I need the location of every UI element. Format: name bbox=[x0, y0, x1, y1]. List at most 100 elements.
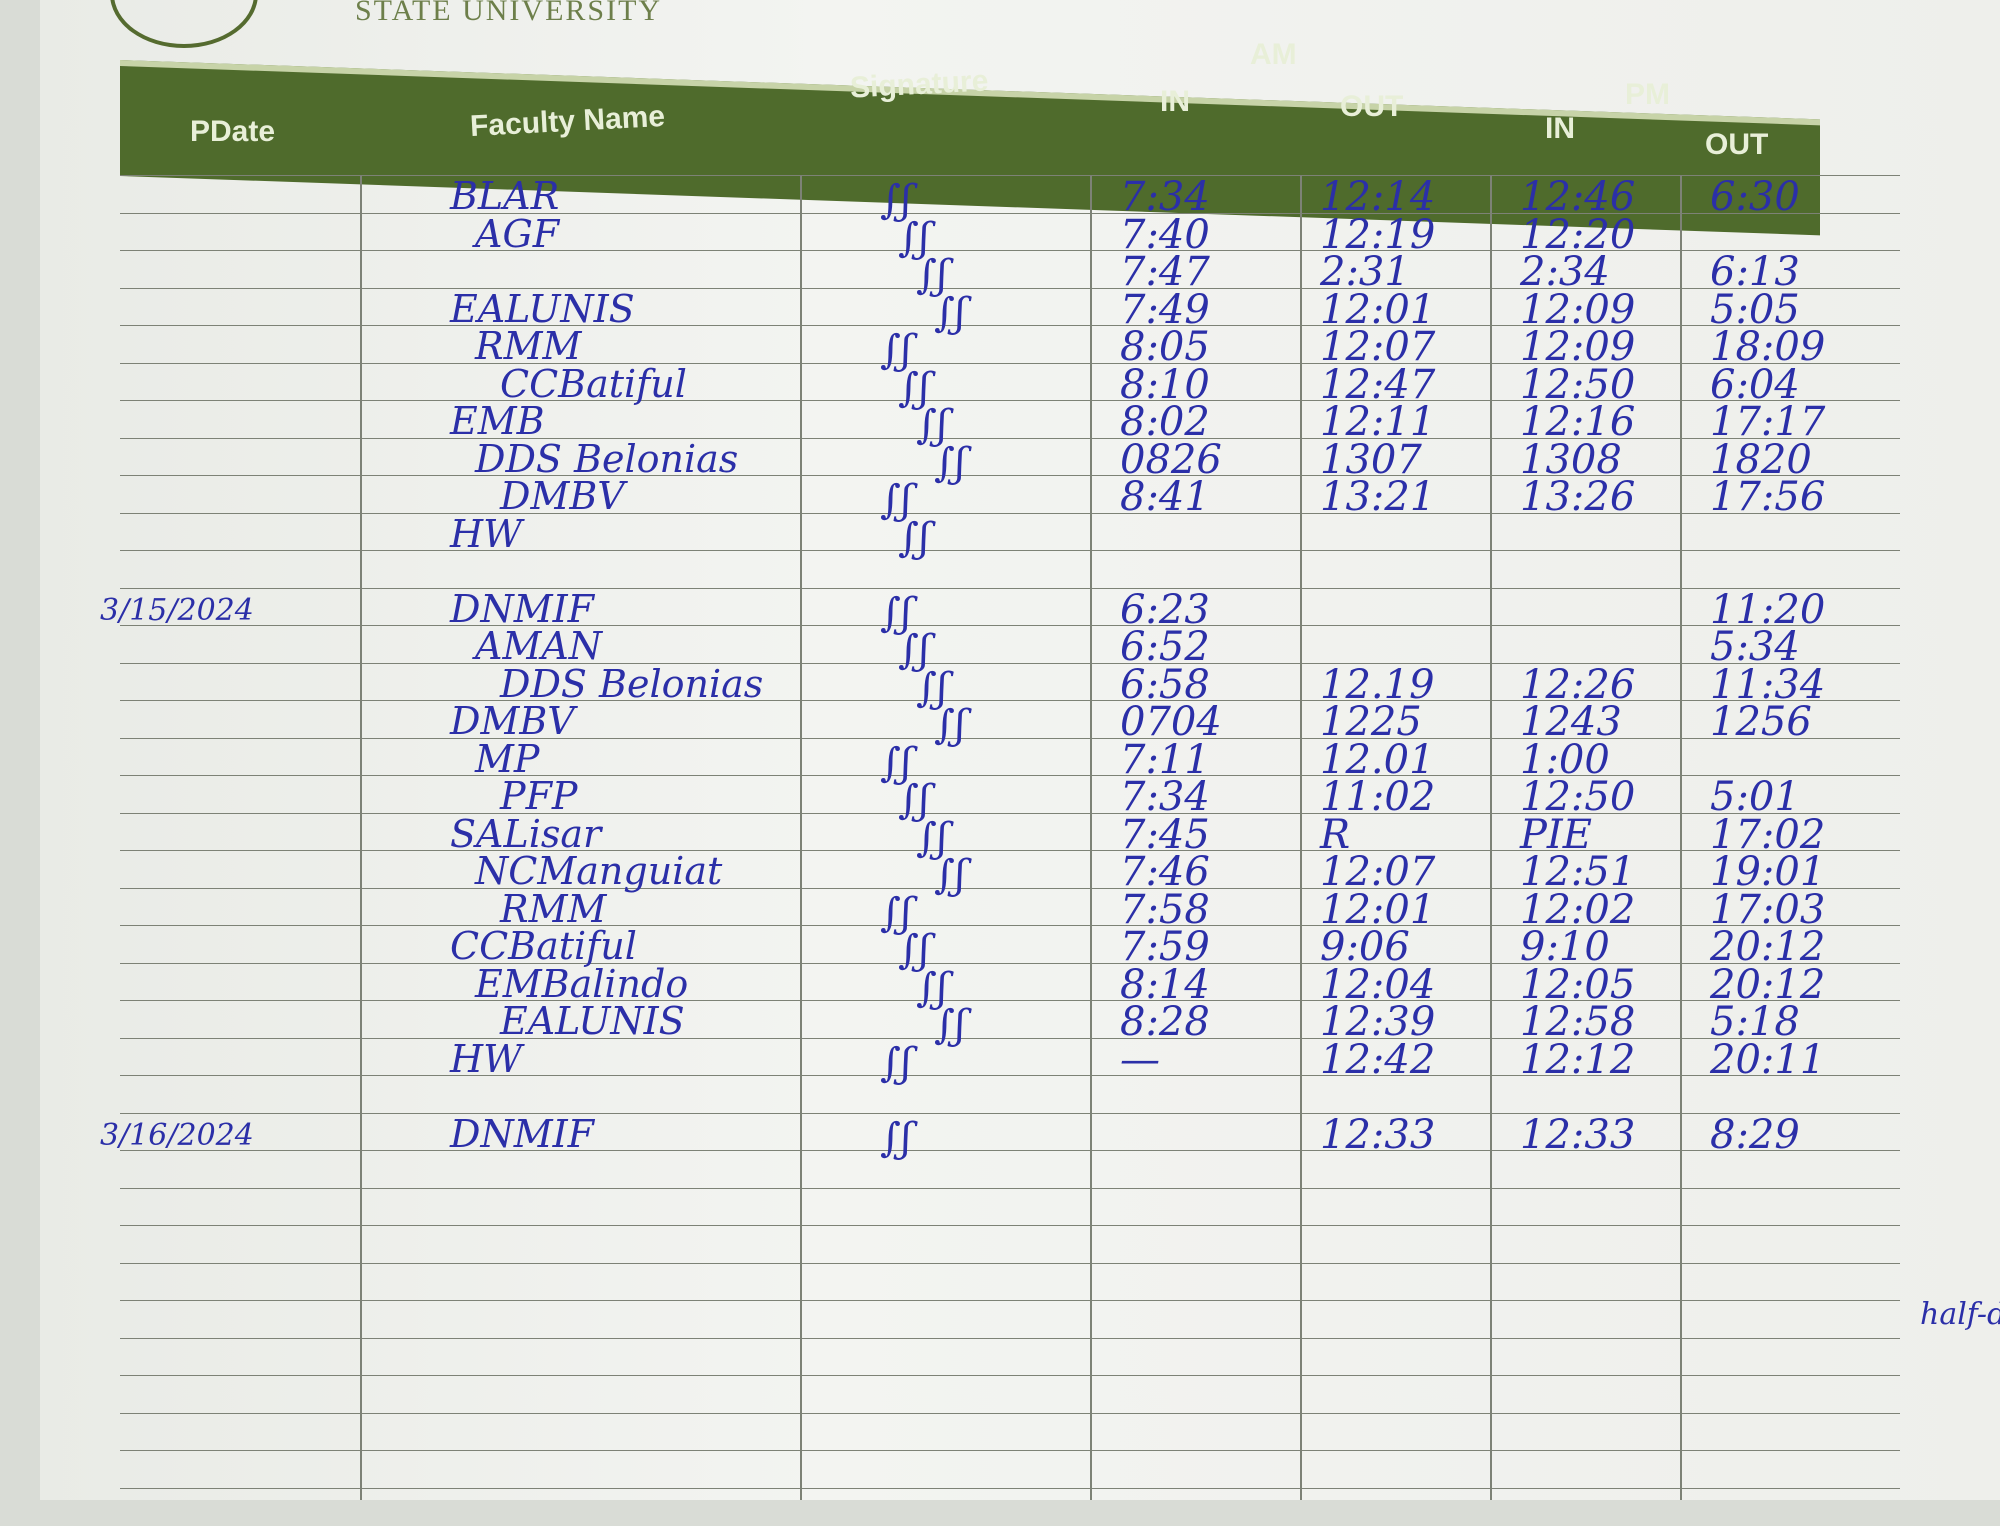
table-row bbox=[120, 1300, 1900, 1338]
time-am-out: 13:21 bbox=[1320, 474, 1436, 520]
table-row bbox=[120, 1225, 1900, 1263]
time-pm-out: 8:29 bbox=[1710, 1111, 1800, 1158]
time-am-in: 8:28 bbox=[1120, 999, 1210, 1045]
table-row bbox=[120, 1337, 1900, 1376]
signature-scribble: ∫ʃ bbox=[898, 927, 930, 973]
time-am-out: R bbox=[1320, 811, 1351, 858]
signature-scribble: ∫ʃ bbox=[898, 214, 930, 261]
table-row bbox=[120, 250, 1900, 288]
logbook-page: STATE UNIVERSITY PDate Faculty Name Sign… bbox=[40, 0, 2000, 1500]
time-am-out: 9:06 bbox=[1320, 924, 1410, 970]
time-pm-in: 12:16 bbox=[1520, 399, 1636, 445]
column-divider bbox=[1300, 175, 1302, 1500]
col-am-out: OUT bbox=[1340, 90, 1404, 123]
entry-date: 3/16/2024 bbox=[100, 1117, 254, 1153]
time-pm-in: 13:26 bbox=[1520, 474, 1636, 520]
time-am-out: 12:07 bbox=[1320, 849, 1436, 895]
faculty-name: HW bbox=[450, 1036, 523, 1081]
faculty-name: DMBV bbox=[450, 699, 575, 743]
time-pm-in: 1:00 bbox=[1520, 736, 1610, 783]
table-row bbox=[120, 212, 1900, 251]
faculty-name: DNMIF bbox=[450, 586, 595, 631]
time-am-in: 7:49 bbox=[1120, 286, 1210, 333]
signature-scribble: ∫ʃ bbox=[916, 252, 948, 298]
time-am-in: — bbox=[1120, 1036, 1160, 1083]
time-pm-in: 12:12 bbox=[1520, 1036, 1636, 1083]
time-pm-in: 12:26 bbox=[1520, 661, 1636, 708]
time-am-out: 12:11 bbox=[1320, 399, 1436, 445]
time-pm-in: 12:46 bbox=[1520, 174, 1636, 220]
table-row bbox=[120, 887, 1900, 926]
time-pm-in: 9:10 bbox=[1520, 924, 1610, 970]
col-am-in: IN bbox=[1160, 85, 1190, 118]
col-pm-in: IN bbox=[1545, 112, 1575, 145]
time-am-out: 12:01 bbox=[1320, 886, 1436, 933]
signature-scribble: ∫ʃ bbox=[934, 852, 966, 898]
table-row bbox=[120, 1150, 1900, 1188]
time-pm-out: 20:12 bbox=[1710, 961, 1826, 1008]
table-row bbox=[120, 1375, 1900, 1413]
table-row bbox=[120, 850, 1900, 888]
time-pm-in: 1308 bbox=[1520, 436, 1622, 483]
signature-scribble: ∫ʃ bbox=[916, 664, 948, 711]
signature-scribble: ∫ʃ bbox=[880, 177, 912, 223]
table-row bbox=[120, 1000, 1900, 1038]
faculty-name: AMAN bbox=[475, 624, 603, 668]
table-row bbox=[120, 475, 1900, 513]
signature-scribble: ∫ʃ bbox=[880, 477, 912, 523]
time-am-out: 12.01 bbox=[1320, 736, 1435, 783]
table-row bbox=[120, 1187, 1900, 1226]
signature-scribble: ∫ʃ bbox=[934, 1002, 966, 1048]
margin-note: half-day bbox=[1920, 1297, 2000, 1332]
time-am-in: 7:34 bbox=[1120, 174, 1210, 220]
time-am-in: 6:58 bbox=[1120, 661, 1210, 708]
faculty-name: DNMIF bbox=[450, 1111, 595, 1156]
faculty-name: EALUNIS bbox=[450, 286, 635, 331]
time-am-out: 12:14 bbox=[1320, 174, 1436, 220]
table-row bbox=[120, 625, 1900, 663]
time-am-in: 7:47 bbox=[1120, 249, 1210, 295]
time-am-out: 12:19 bbox=[1320, 211, 1436, 258]
attendance-table: BLAR ∫ʃ 7:34 12:14 12:46 6:30 AGF ∫ʃ 7:40 12:19 12… bbox=[100, 174, 1900, 1500]
faculty-name: RMM bbox=[500, 886, 607, 931]
university-seal bbox=[110, 0, 258, 48]
table-row bbox=[120, 325, 1900, 363]
col-date: PDate bbox=[190, 115, 276, 148]
time-pm-in: 12:20 bbox=[1520, 211, 1636, 258]
table-row bbox=[120, 925, 1900, 963]
faculty-name: DDS Belonias bbox=[500, 661, 764, 706]
table-row bbox=[120, 512, 1900, 551]
faculty-name: DDS Belonias bbox=[475, 436, 739, 481]
signature-scribble: ∫ʃ bbox=[898, 627, 930, 673]
time-pm-in: PIE bbox=[1520, 811, 1592, 858]
table-row bbox=[120, 175, 1900, 213]
time-am-out: 12:39 bbox=[1320, 999, 1436, 1045]
faculty-name: HW bbox=[450, 511, 523, 556]
table-row bbox=[120, 962, 1900, 1001]
signature-scribble: ∫ʃ bbox=[898, 364, 930, 411]
table-row bbox=[120, 700, 1900, 738]
faculty-name: CCBatiful bbox=[450, 924, 637, 968]
time-am-in: 7:58 bbox=[1120, 886, 1210, 933]
signature-scribble: ∫ʃ bbox=[934, 439, 966, 486]
table-row bbox=[120, 550, 1900, 588]
faculty-name: CCBatiful bbox=[500, 361, 687, 406]
time-pm-out: 1820 bbox=[1710, 436, 1812, 483]
time-am-out: 1225 bbox=[1320, 699, 1422, 745]
time-am-out: 2:31 bbox=[1320, 249, 1410, 295]
faculty-name: EMB bbox=[450, 399, 545, 443]
signature-scribble: ∫ʃ bbox=[880, 1039, 912, 1086]
faculty-name: AGF bbox=[475, 211, 560, 256]
time-pm-out: 11:20 bbox=[1710, 586, 1826, 633]
time-pm-in: 12:50 bbox=[1520, 361, 1636, 408]
time-am-in: 8:10 bbox=[1120, 361, 1210, 408]
col-pm: PM bbox=[1625, 78, 1670, 111]
table-row bbox=[120, 437, 1900, 476]
time-pm-out: 5:34 bbox=[1710, 624, 1800, 670]
signature-scribble: ∫ʃ bbox=[880, 739, 912, 786]
column-divider bbox=[360, 175, 362, 1500]
time-pm-out: 20:12 bbox=[1710, 924, 1826, 970]
time-am-out: 12:07 bbox=[1320, 324, 1436, 370]
time-am-out: 12:01 bbox=[1320, 286, 1436, 333]
signature-scribble: ∫ʃ bbox=[934, 702, 966, 748]
